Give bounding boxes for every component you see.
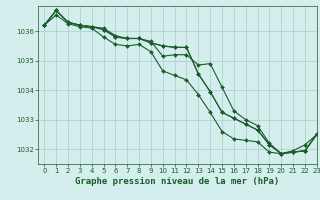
- X-axis label: Graphe pression niveau de la mer (hPa): Graphe pression niveau de la mer (hPa): [76, 177, 280, 186]
